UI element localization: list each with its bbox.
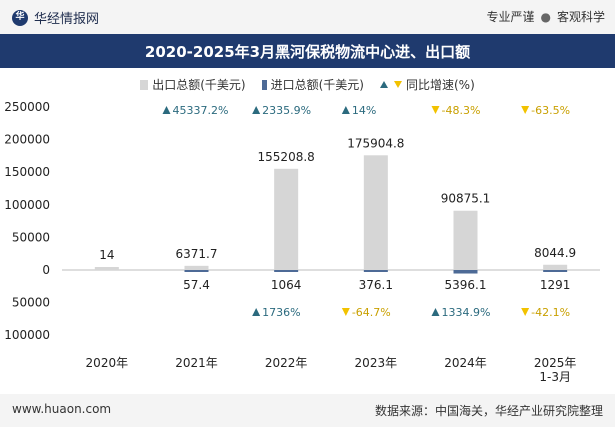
tag-separator: ● [540,10,551,24]
legend-growth[interactable]: 同比增速(%) [379,76,475,93]
import-value-label: 1291 [540,278,571,292]
legend-growth-label: 同比增速(%) [405,78,475,92]
export-growth-up-icon [162,106,171,114]
y-tick-label: 250000 [4,100,50,114]
footer-website[interactable]: www.huaon.com [12,402,112,416]
y-tick-label: 0 [42,263,50,277]
import-bar [184,270,209,272]
legend-import-swatch [261,79,267,90]
brand-logo-icon: 华 [12,9,28,26]
export-value-label: 8044.9 [534,246,576,260]
y-tick-label: 200000 [4,133,50,147]
y-tick-label: 150000 [4,165,50,179]
chart-legend: 出口总额(千美元) 进口总额(千美元) 同比增速(%) [0,76,615,93]
y-tick-label: 50000 [12,230,50,244]
tag-professional: 专业严谨 [486,10,535,24]
export-growth-up-icon [252,106,261,114]
triangle-down-icon [393,81,402,88]
export-growth-label: 45337.2% [173,104,229,117]
export-bar [274,168,299,270]
footer-source: 数据来源：中国海关，华经产业研究院整理 [374,404,603,418]
x-tick-label: 2021年 [175,356,218,370]
import-growth-label: -64.7% [352,306,391,319]
import-value-label: 57.4 [183,278,210,292]
tagline: 专业严谨 ● 客观科学 [486,8,605,25]
export-value-label: 155208.8 [258,150,315,164]
export-bar [363,155,388,270]
import-growth-down-icon [521,308,530,316]
x-tick-label: 2020年 [86,356,129,370]
export-bar [453,210,478,270]
legend-import[interactable]: 进口总额(千美元) [261,76,364,93]
x-tick-label: 2024年 [444,356,487,370]
import-growth-up-icon [252,308,261,316]
triangle-up-icon [379,81,388,88]
export-growth-label: 2335.9% [262,104,311,117]
export-growth-label: 14% [352,104,376,117]
import-growth-up-icon [431,308,440,316]
import-bar [274,270,299,272]
y-tick-label: 100000 [4,328,50,342]
import-bar [363,270,388,272]
y-tick-label: 100000 [4,198,50,212]
import-growth-down-icon [341,308,350,316]
export-growth-label: -48.3% [442,104,481,117]
legend-import-label: 进口总额(千美元) [270,78,364,92]
import-value-label: 376.1 [359,278,393,292]
export-bar [94,267,119,270]
top-bar: 华 华经情报网 专业严谨 ● 客观科学 [0,0,615,34]
legend-export[interactable]: 出口总额(千美元) [140,76,246,93]
tag-objective: 客观科学 [556,10,605,24]
import-value-label: 5396.1 [445,278,487,292]
chart-title: 2020-2025年3月黑河保税物流中心进、出口额 [144,42,471,61]
footer-bar: www.huaon.com 数据来源：中国海关，华经产业研究院整理 [0,394,615,427]
x-tick-label: 2023年 [355,356,398,370]
legend-export-swatch [140,79,149,90]
export-growth-down-icon [521,106,530,114]
x-tick-label: 2025年 1-3月 [534,356,577,384]
import-bar [453,270,478,274]
export-value-label: 90875.1 [441,192,491,206]
export-bar [184,265,209,270]
y-tick-label: 50000 [12,296,50,310]
import-growth-label: 1334.9% [442,306,491,319]
export-growth-up-icon [341,106,350,114]
import-value-label: 1064 [271,278,302,292]
import-bar [543,270,568,272]
export-growth-down-icon [431,106,440,114]
export-value-label: 6371.7 [176,247,218,261]
chart-title-bar: 2020-2025年3月黑河保税物流中心进、出口额 [0,34,615,68]
x-tick-label: 2022年 [265,356,308,370]
legend-export-label: 出口总额(千美元) [152,78,246,92]
import-growth-label: -42.1% [531,306,570,319]
export-bar [543,264,568,270]
brand-name: 华经情报网 [34,12,100,27]
import-growth-label: 1736% [262,306,300,319]
export-value-label: 175904.8 [347,136,404,150]
export-value-label: 14 [99,248,114,262]
export-growth-label: -63.5% [531,104,570,117]
brand[interactable]: 华 华经情报网 [12,8,99,27]
